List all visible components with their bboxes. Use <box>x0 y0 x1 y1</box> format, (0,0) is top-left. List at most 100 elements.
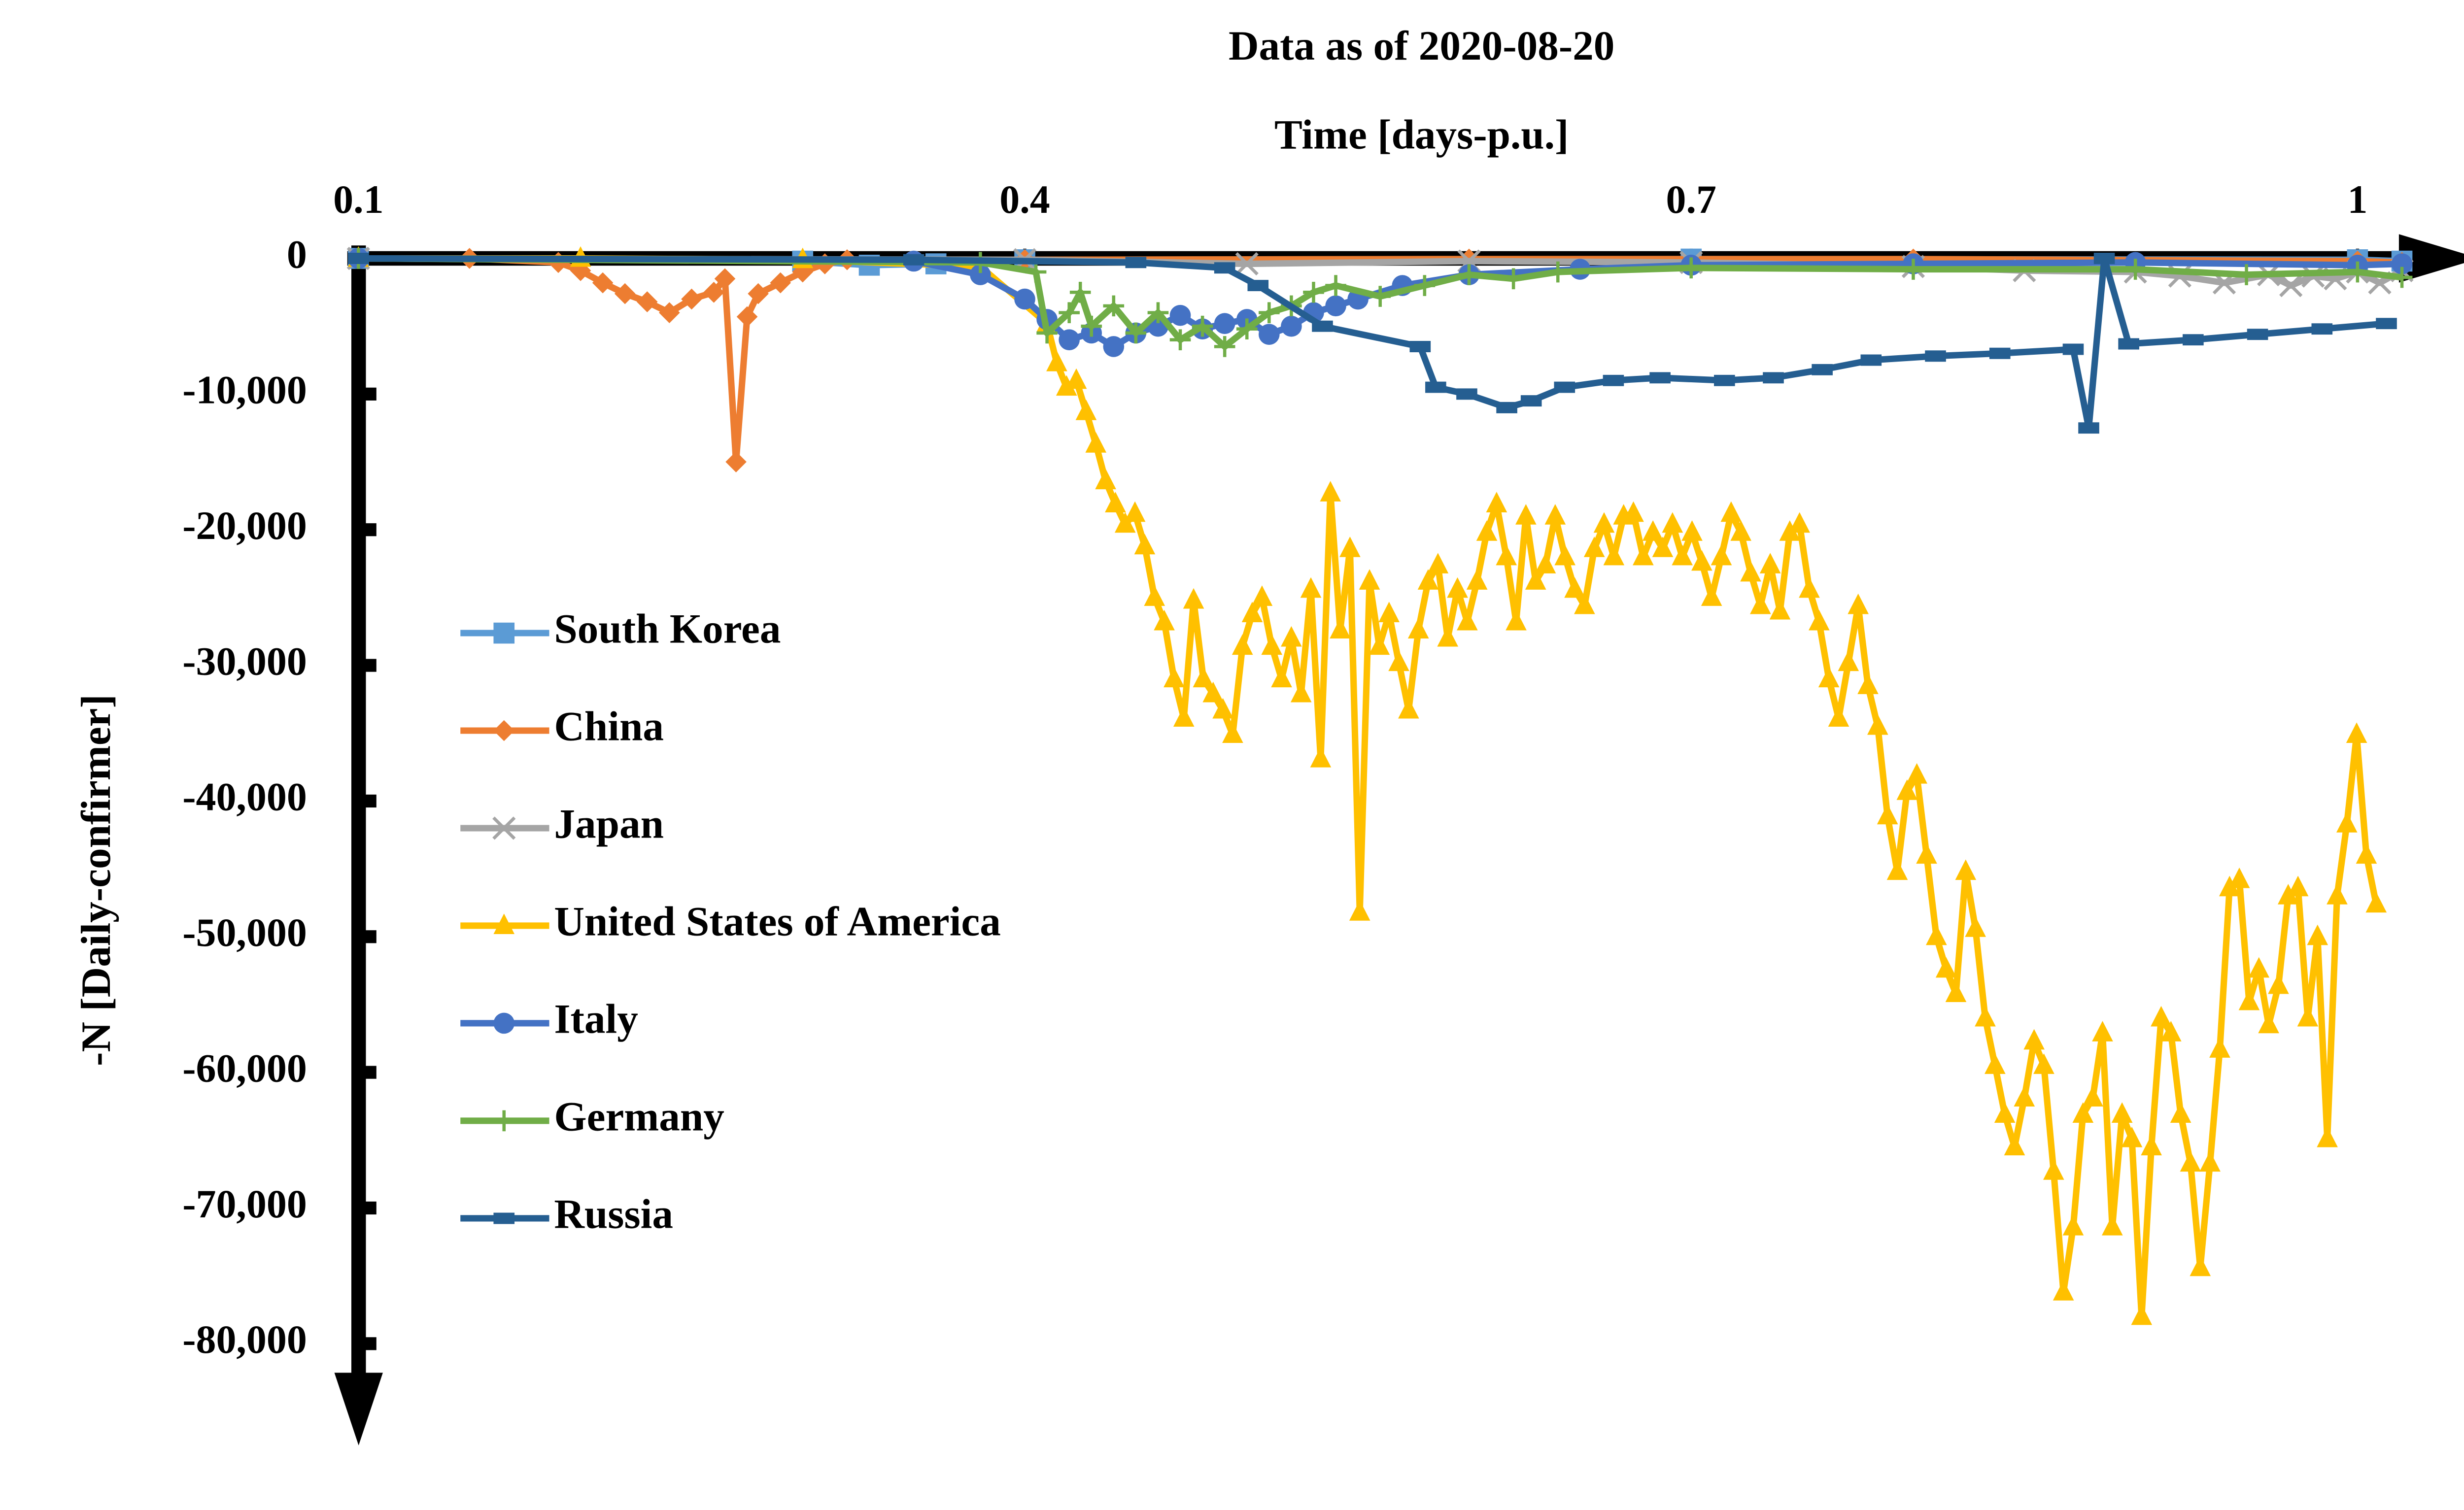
marker <box>1466 569 1488 590</box>
marker <box>2111 1102 2133 1123</box>
marker <box>2209 1037 2230 1058</box>
y-tick <box>363 794 376 808</box>
marker <box>1320 481 1341 502</box>
marker <box>1046 350 1067 371</box>
marker <box>1232 634 1253 655</box>
marker <box>1069 282 1091 303</box>
marker <box>2258 1012 2279 1034</box>
marker <box>1720 501 1742 522</box>
marker <box>1633 544 1654 566</box>
marker <box>1437 626 1459 647</box>
marker <box>1241 602 1263 622</box>
marker <box>1457 609 1478 631</box>
marker <box>1496 544 1517 566</box>
marker <box>1447 577 1468 598</box>
series-line <box>358 255 2387 432</box>
marker <box>2356 843 2377 864</box>
marker <box>1259 302 1280 323</box>
marker <box>1955 859 1977 880</box>
marker <box>1740 561 1761 582</box>
marker <box>970 264 991 285</box>
marker <box>1750 593 1771 614</box>
marker <box>2190 1255 2211 1276</box>
marker <box>2307 924 2328 945</box>
marker <box>1103 295 1125 317</box>
marker <box>1014 288 1035 310</box>
marker <box>1212 698 1233 719</box>
marker <box>1325 295 1346 317</box>
x-tick-label: 1 <box>2347 177 2367 222</box>
marker <box>1476 520 1498 541</box>
marker <box>1544 504 1566 525</box>
marker <box>2160 1021 2182 1041</box>
legend-item: United States of America <box>460 899 1001 945</box>
y-tick <box>363 523 376 537</box>
y-axis-arrow <box>334 1373 383 1445</box>
marker <box>1154 609 1175 631</box>
x-tick-label: 0.7 <box>1666 177 1716 222</box>
y-tick <box>363 387 376 401</box>
marker <box>1369 286 1391 307</box>
marker <box>1691 550 1712 571</box>
legend-item: Russia <box>460 1191 673 1238</box>
legend-marker <box>493 720 515 741</box>
marker <box>1603 544 1625 566</box>
y-tick <box>363 659 376 672</box>
y-tick-label: -10,000 <box>182 368 307 412</box>
marker <box>2248 957 2270 978</box>
legend-item: Germany <box>460 1094 724 1140</box>
marker <box>1075 400 1097 420</box>
marker <box>1398 698 1419 719</box>
marker <box>2287 875 2309 897</box>
marker <box>1259 324 1280 345</box>
y-tick-label: -80,000 <box>182 1317 307 1362</box>
legend-item: China <box>460 704 664 750</box>
marker <box>1680 257 1702 279</box>
marker <box>1236 318 1258 339</box>
marker <box>2219 875 2240 897</box>
marker <box>1935 957 1957 978</box>
marker <box>1114 512 1136 533</box>
marker <box>2131 1304 2153 1325</box>
marker <box>1251 585 1273 606</box>
marker <box>1173 706 1195 727</box>
y-tick <box>363 1201 376 1215</box>
series-line <box>358 255 2380 1320</box>
marker <box>1095 469 1116 490</box>
marker <box>1916 843 1937 864</box>
marker <box>1388 650 1409 671</box>
legend-label: South Korea <box>554 606 781 652</box>
marker <box>681 288 702 310</box>
marker <box>2023 1029 2045 1050</box>
y-tick <box>363 1066 376 1079</box>
legend-item: Japan <box>460 801 664 847</box>
marker <box>1769 599 1791 620</box>
marker <box>1271 667 1292 688</box>
marker <box>1681 520 1703 541</box>
marker <box>1779 520 1801 541</box>
marker <box>2053 1280 2074 1301</box>
marker <box>1056 375 1077 396</box>
marker <box>2151 1006 2172 1027</box>
marker <box>1896 779 1918 800</box>
marker <box>1886 859 1908 880</box>
marker <box>2277 884 2299 905</box>
marker <box>1838 650 1859 671</box>
marker <box>1059 329 1080 351</box>
marker <box>1059 302 1080 323</box>
marker <box>1417 569 1439 590</box>
marker <box>1407 618 1429 639</box>
marker <box>1623 501 1644 522</box>
marker <box>725 451 747 472</box>
legend-label: Russia <box>554 1191 673 1238</box>
x-tick-label: 0.1 <box>333 177 383 222</box>
y-tick-label: -60,000 <box>182 1045 307 1090</box>
marker <box>1214 336 1235 357</box>
marker <box>1281 315 1302 337</box>
marker <box>736 306 758 328</box>
legend-label: Japan <box>554 801 664 847</box>
legend-label: United States of America <box>554 899 1000 945</box>
legend-marker <box>493 913 515 935</box>
marker <box>2346 722 2367 743</box>
marker <box>1662 512 1683 533</box>
